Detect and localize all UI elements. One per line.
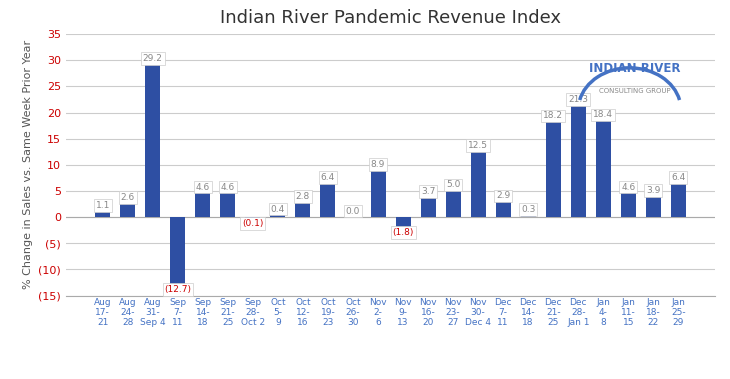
- Text: 21.3: 21.3: [568, 95, 588, 104]
- Text: 4.6: 4.6: [220, 183, 235, 191]
- Bar: [471, 152, 485, 217]
- Bar: [120, 204, 135, 217]
- Text: 0.3: 0.3: [521, 205, 535, 214]
- Title: Indian River Pandemic Revenue Index: Indian River Pandemic Revenue Index: [220, 9, 561, 27]
- Text: 2.8: 2.8: [296, 192, 310, 201]
- Text: 3.9: 3.9: [646, 186, 661, 195]
- Bar: [420, 198, 436, 217]
- Bar: [245, 217, 261, 218]
- Text: 6.4: 6.4: [321, 173, 335, 182]
- Bar: [496, 202, 511, 217]
- Text: 4.6: 4.6: [196, 183, 210, 191]
- Bar: [445, 191, 461, 217]
- Text: 6.4: 6.4: [672, 173, 685, 182]
- Text: 0.4: 0.4: [271, 205, 285, 213]
- Bar: [646, 197, 661, 217]
- Bar: [220, 193, 235, 217]
- Bar: [196, 193, 210, 217]
- Bar: [95, 211, 110, 217]
- Text: 2.9: 2.9: [496, 191, 510, 200]
- Bar: [520, 216, 536, 217]
- Text: 1.1: 1.1: [96, 201, 110, 210]
- Text: 4.6: 4.6: [621, 183, 635, 191]
- Text: CONSULTING GROUP: CONSULTING GROUP: [599, 88, 671, 94]
- Text: 5.0: 5.0: [446, 180, 461, 190]
- Bar: [320, 184, 336, 217]
- Bar: [170, 217, 185, 283]
- Text: 3.7: 3.7: [421, 187, 435, 196]
- Y-axis label: % Change in Sales vs. Same Week Prior Year: % Change in Sales vs. Same Week Prior Ye…: [23, 40, 33, 290]
- Bar: [571, 106, 585, 217]
- Text: (1.8): (1.8): [393, 228, 414, 237]
- Bar: [396, 217, 410, 227]
- Text: 2.6: 2.6: [120, 193, 135, 202]
- Bar: [671, 184, 686, 217]
- Bar: [270, 215, 285, 217]
- Bar: [546, 122, 561, 217]
- Bar: [145, 64, 161, 217]
- Text: 8.9: 8.9: [371, 160, 385, 169]
- Text: 0.0: 0.0: [346, 207, 360, 216]
- Text: 12.5: 12.5: [468, 141, 488, 150]
- Bar: [296, 202, 310, 217]
- Text: INDIAN RIVER: INDIAN RIVER: [589, 62, 681, 75]
- Bar: [596, 121, 611, 217]
- Text: (12.7): (12.7): [164, 285, 191, 294]
- Text: 29.2: 29.2: [143, 54, 163, 63]
- Text: (0.1): (0.1): [242, 219, 264, 228]
- Bar: [620, 193, 636, 217]
- Bar: [371, 171, 385, 217]
- Text: 18.4: 18.4: [593, 110, 613, 119]
- Text: 18.2: 18.2: [543, 111, 564, 121]
